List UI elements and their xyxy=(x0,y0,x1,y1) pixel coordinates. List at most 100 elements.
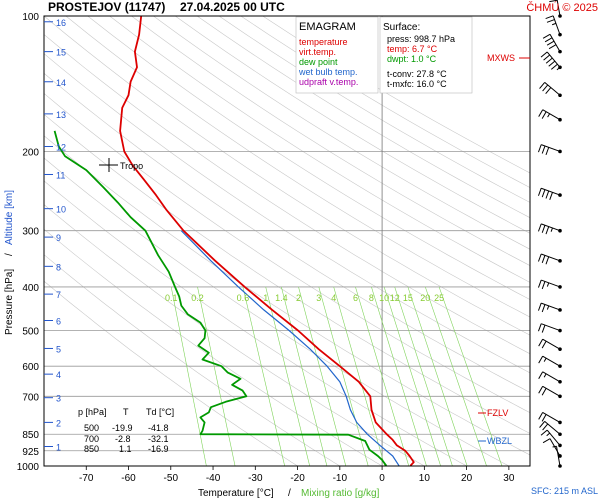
altitude-tick-label: 13 xyxy=(56,110,66,120)
mixing-ratio-line xyxy=(371,286,427,466)
table-row-t: 1.1 xyxy=(119,444,132,454)
wind-barb-feather xyxy=(541,388,547,396)
wind-barb-feather xyxy=(538,371,544,379)
mixing-ratio-line xyxy=(355,286,410,466)
table-header-p: p [hPa] xyxy=(78,407,107,417)
dry-adiabat xyxy=(44,72,530,393)
altitude-tick-label: 11 xyxy=(56,170,65,180)
wind-barb-feather xyxy=(538,386,544,394)
dry-adiabat xyxy=(218,16,530,203)
wind-barb-feather xyxy=(550,63,558,70)
pressure-tick-label: 925 xyxy=(22,447,39,458)
wind-barb-dot xyxy=(558,49,562,54)
level-table: p [hPa] T Td [°C] 500 -19.9 -41.8 700 -2… xyxy=(78,407,174,454)
mixing-ratio-label: 12 xyxy=(390,293,400,303)
wind-barb-staff xyxy=(542,355,561,367)
wind-barb-feather xyxy=(538,253,542,262)
wind-barb-staff xyxy=(542,371,561,383)
wind-barb-dot xyxy=(558,347,562,351)
wind-barb-dot xyxy=(558,259,562,263)
wind-barb xyxy=(538,109,562,122)
pressure-tick-label: 400 xyxy=(22,283,39,294)
mixing-ratio-label: 6 xyxy=(353,293,358,303)
mixing-ratio-line xyxy=(281,286,328,466)
mixing-ratio-label: 4 xyxy=(331,293,336,303)
wind-barb-feather xyxy=(544,37,553,43)
wind-barb xyxy=(538,385,562,399)
wind-barb-feather xyxy=(540,429,548,436)
wind-barb-feather xyxy=(541,414,547,422)
wind-barb-half-feather xyxy=(551,22,557,26)
dry-adiabat xyxy=(65,16,530,318)
wind-barb-feather xyxy=(540,51,548,58)
dry-adiabat xyxy=(44,16,530,336)
mixing-ratio-line xyxy=(333,286,385,466)
legend-temperature: temperature xyxy=(299,37,348,47)
wind-barb-dot xyxy=(558,394,562,399)
x-tick-label: -70 xyxy=(79,473,94,484)
mxws-label: MXWS xyxy=(487,53,515,63)
wind-barb-dot xyxy=(558,443,562,448)
station-title: PROSTEJOV (11747) xyxy=(48,0,165,14)
altitude-tick-label: 5 xyxy=(56,344,61,354)
wind-barb-feather xyxy=(548,60,556,67)
wind-barb-staff xyxy=(556,0,561,17)
wind-barb-feather xyxy=(541,225,546,233)
pressure-tick-label: 100 xyxy=(22,12,39,23)
mixing-ratio-line xyxy=(298,286,347,466)
wind-barb-feather xyxy=(545,147,550,156)
wind-barb-feather xyxy=(546,19,555,23)
pressure-tick-label: 300 xyxy=(22,227,39,238)
y-axis-title-pressure: Pressure [hPa] xyxy=(4,269,15,335)
wind-barb xyxy=(538,253,562,265)
wind-barb-staff xyxy=(544,82,561,96)
series-line-wet-bulb-temp xyxy=(180,230,400,466)
wind-barb-dot xyxy=(558,285,562,289)
wind-barb-feather xyxy=(545,87,552,94)
wind-barb-feather xyxy=(538,355,544,364)
wind-barb-feather xyxy=(541,189,546,198)
surface-box xyxy=(379,16,473,94)
wind-barb-feather xyxy=(538,223,542,232)
credit-label: ČHMÚ © 2025 xyxy=(526,1,598,14)
wind-barb-feather xyxy=(542,84,549,92)
wind-barb-dot xyxy=(558,420,562,425)
dry-adiabat xyxy=(109,16,530,283)
pressure-tick-label: 700 xyxy=(22,392,39,403)
wind-barb-dot xyxy=(558,464,562,468)
wind-barb-dot xyxy=(558,93,562,98)
wind-barb-staff xyxy=(541,223,561,232)
table-row-td: -32.1 xyxy=(148,434,169,444)
wind-barb-half-feather xyxy=(546,432,551,437)
wind-barb xyxy=(538,411,562,425)
series-line-dew-point xyxy=(53,130,388,466)
x-tick-label: -10 xyxy=(333,473,348,484)
mixing-ratio-label: 3 xyxy=(316,293,321,303)
wind-barb-staff xyxy=(544,420,561,435)
wind-barb-half-feather xyxy=(546,282,550,287)
wind-barb-feather xyxy=(542,438,551,444)
wind-barb-dot xyxy=(558,364,562,368)
mixing-ratio-label: 0.1 xyxy=(165,293,178,303)
dry-adiabat xyxy=(131,16,530,266)
surface-title: Surface: xyxy=(383,22,420,33)
table-row-td: -16.9 xyxy=(148,444,169,454)
wind-barb-feather xyxy=(538,144,542,153)
mixing-ratio-line xyxy=(438,286,503,466)
wind-barb-feather xyxy=(542,33,551,39)
wind-barb-dot xyxy=(558,328,562,333)
mixing-ratio-line xyxy=(425,286,487,466)
table-row-td: -41.8 xyxy=(148,423,169,433)
altitude-tick-label: 15 xyxy=(56,48,66,58)
wind-barb-dot xyxy=(558,32,562,37)
wind-barb-feather xyxy=(541,324,546,333)
table-header-t: T xyxy=(123,407,129,417)
mixing-ratio-line xyxy=(383,286,441,466)
wind-barb xyxy=(538,371,562,384)
altitude-tick-label: 3 xyxy=(56,394,61,404)
x-tick-label: -20 xyxy=(290,473,305,484)
altitude-tick-label: 4 xyxy=(56,370,61,380)
table-row-p: 850 xyxy=(84,444,99,454)
pressure-tick-label: 200 xyxy=(22,147,39,158)
wind-barb-feather xyxy=(538,188,542,196)
